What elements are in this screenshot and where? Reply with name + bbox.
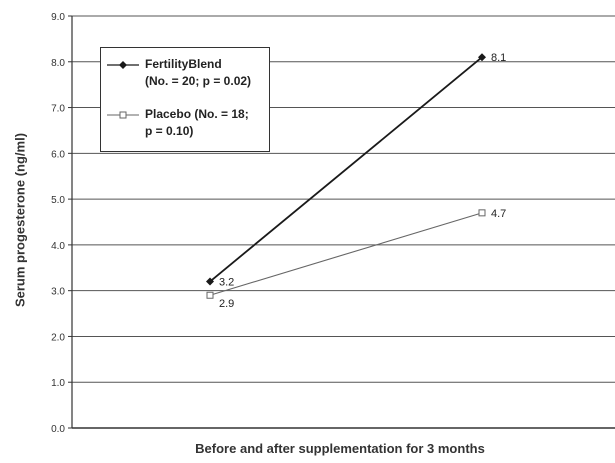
y-tick-label: 8.0 [51, 58, 65, 69]
data-label-fertilityblend: 8.1 [491, 52, 506, 64]
data-label-placebo: 4.7 [491, 208, 506, 220]
data-label-placebo: 2.9 [219, 298, 234, 310]
y-tick-label: 3.0 [51, 287, 65, 298]
legend-swatch-placebo [107, 111, 139, 119]
series-line-placebo [209, 212, 483, 296]
legend-swatch-fertilityblend [107, 61, 139, 69]
y-tick-label: 4.0 [51, 241, 65, 252]
legend-label-placebo-line1: Placebo (No. = 18; [145, 107, 249, 121]
legend-label-placebo-line2: p = 0.10) [145, 124, 194, 138]
legend: FertilityBlend (No. = 20; p = 0.02) Plac… [100, 47, 270, 152]
y-tick-label: 0.0 [51, 424, 65, 435]
y-tick-label: 6.0 [51, 149, 65, 160]
data-point-fertilityblend [206, 277, 214, 286]
x-axis-label: Before and after supplementation for 3 m… [195, 441, 485, 456]
data-label-fertilityblend: 3.2 [219, 277, 234, 289]
y-tick-label: 1.0 [51, 378, 65, 389]
data-point-placebo [206, 291, 214, 299]
legend-label-fertilityblend-line1: FertilityBlend [145, 57, 222, 71]
series-line-fertilityblend [209, 56, 483, 283]
y-axis-label-container: Serum progesterone (ng/ml) [6, 90, 34, 350]
y-axis-label: Serum progesterone (ng/ml) [12, 132, 28, 308]
data-point-fertilityblend [478, 53, 486, 62]
y-tick-label: 9.0 [51, 12, 65, 23]
data-point-placebo [478, 209, 486, 217]
legend-label-fertilityblend-line2: (No. = 20; p = 0.02) [145, 74, 252, 88]
y-tick-label: 5.0 [51, 195, 65, 206]
y-tick-label: 7.0 [51, 104, 65, 115]
y-tick-label: 2.0 [51, 332, 65, 343]
